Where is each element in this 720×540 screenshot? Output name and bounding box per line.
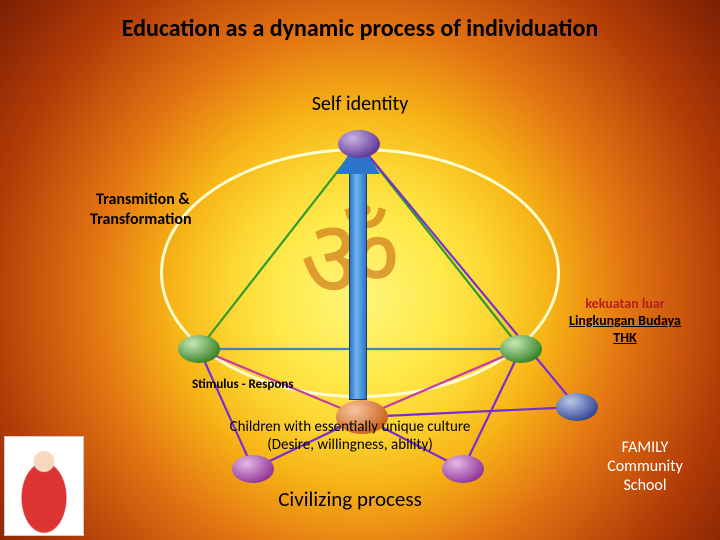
node-bottom_l bbox=[232, 455, 274, 483]
children-label-l2: (Desire, willingness, ability) bbox=[150, 436, 550, 454]
stim-resp-label: Stimulus - Respons bbox=[192, 377, 294, 392]
deity-illustration bbox=[4, 436, 84, 536]
central-arrow-shaft bbox=[349, 168, 367, 400]
node-bottom_r bbox=[442, 455, 484, 483]
family-label: FAMILY bbox=[580, 438, 710, 457]
community-label: Community bbox=[580, 457, 710, 476]
node-left bbox=[178, 335, 220, 363]
children-label-l1: Children with essentially unique culture bbox=[150, 418, 550, 436]
thk-label: THK bbox=[540, 329, 710, 346]
node-right bbox=[500, 335, 542, 363]
edge-bottom_c-far_right bbox=[362, 407, 577, 417]
transmition-label-l1: Transmition & bbox=[96, 190, 190, 209]
transmition-label-l2: Transformation bbox=[90, 210, 192, 229]
lingkungan-label: Lingkungan Budaya bbox=[540, 312, 710, 329]
node-top bbox=[338, 130, 380, 158]
self-identity-label: Self identity bbox=[0, 92, 720, 116]
civilizing-label: Civilizing process bbox=[150, 486, 550, 512]
kekuatan-label: kekuatan luar bbox=[540, 295, 710, 312]
page-title: Education as a dynamic process of indivi… bbox=[0, 14, 720, 43]
node-far_right bbox=[556, 393, 598, 421]
school-label: School bbox=[580, 476, 710, 495]
